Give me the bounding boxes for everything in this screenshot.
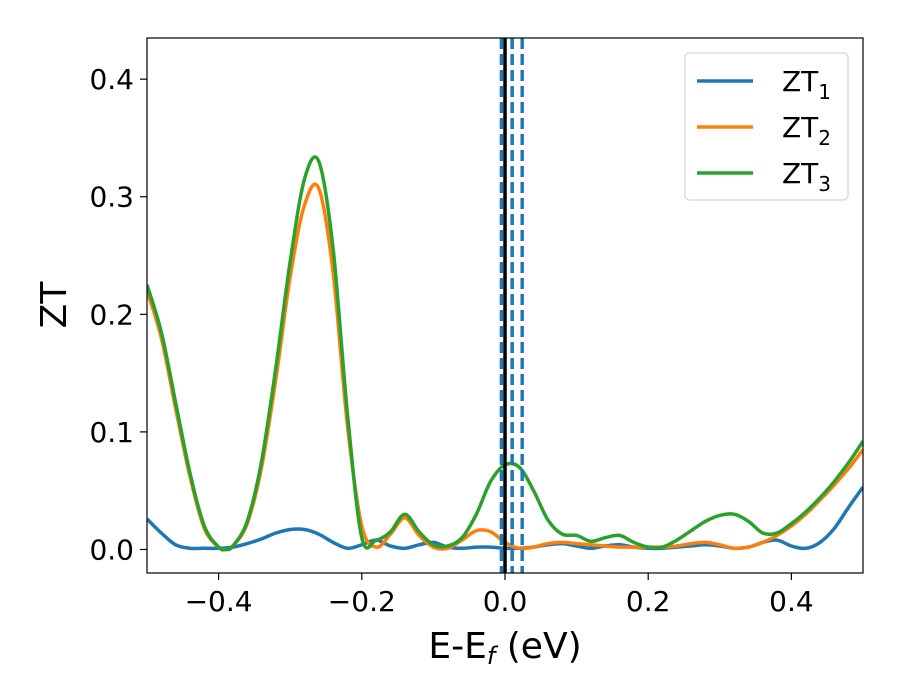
legend-label-zt3: ZT3 — [782, 157, 831, 196]
y-tick-label: 0.3 — [89, 181, 134, 214]
x-tick-label: −0.4 — [185, 585, 253, 618]
y-tick-label: 0.1 — [89, 416, 134, 449]
x-axis-label: E-Ef (eV) — [428, 626, 581, 670]
x-tick-label: 0.4 — [769, 585, 814, 618]
x-tick-label: 0.2 — [626, 585, 671, 618]
legend: ZT1 ZT2 ZT3 — [684, 52, 849, 201]
y-axis-label: ZT — [34, 281, 75, 329]
x-axis-ticks: −0.4 −0.2 0.0 0.2 0.4 — [185, 573, 814, 618]
legend-box — [684, 52, 849, 201]
y-axis-ticks: 0.0 0.1 0.2 0.3 0.4 — [89, 63, 147, 566]
series-line-zt3 — [147, 155, 863, 552]
y-tick-label: 0.0 — [89, 533, 134, 566]
x-tick-label: 0.0 — [483, 585, 528, 618]
y-tick-label: 0.2 — [89, 298, 134, 331]
vline-layer — [499, 38, 524, 573]
legend-label-zt2: ZT2 — [782, 111, 831, 150]
y-tick-label: 0.4 — [89, 63, 134, 96]
legend-label-zt1: ZT1 — [782, 65, 831, 104]
x-tick-label: −0.2 — [328, 585, 396, 618]
x-axis-label-unit: (eV) — [495, 626, 581, 667]
